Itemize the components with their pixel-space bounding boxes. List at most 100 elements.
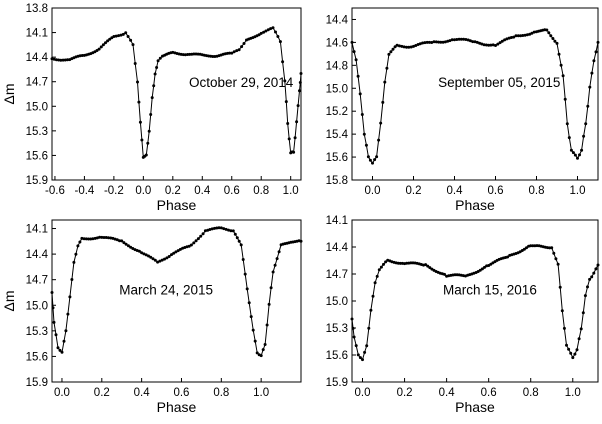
data-point (473, 40, 477, 44)
data-point (215, 226, 219, 230)
data-point (228, 51, 232, 55)
data-point (421, 41, 425, 45)
data-point (379, 121, 383, 125)
data-point (119, 33, 123, 37)
data-point (377, 138, 381, 142)
data-point (512, 35, 516, 39)
data-point (397, 44, 401, 48)
data-point (298, 89, 301, 93)
data-point (389, 50, 393, 54)
data-point (557, 52, 561, 56)
data-point (514, 34, 518, 38)
x-tick-label: 0.6 (173, 387, 189, 399)
y-tick-label: 14.4 (326, 14, 349, 26)
data-point (412, 44, 415, 48)
data-point (233, 232, 237, 236)
data-point (455, 38, 459, 41)
data-point (498, 41, 502, 45)
data-point (286, 122, 290, 125)
data-point (106, 39, 110, 43)
x-tick-label: 0.6 (488, 185, 504, 197)
data-point (277, 250, 281, 254)
data-point (199, 234, 203, 238)
data-point (163, 257, 166, 261)
data-point (156, 59, 160, 63)
data-point (274, 30, 277, 34)
x-tick-label: 1.0 (283, 185, 299, 197)
data-point (500, 39, 504, 43)
data-point (530, 31, 534, 35)
data-point (560, 309, 564, 313)
data-point (453, 38, 456, 42)
data-point (158, 56, 162, 60)
data-point (414, 44, 418, 47)
data-point (172, 251, 176, 255)
y-tick-label: 15.4 (326, 129, 349, 141)
data-point (230, 51, 234, 55)
data-point (64, 329, 68, 333)
data-point (167, 255, 171, 258)
data-point (237, 48, 241, 52)
y-tick-label: 15.9 (326, 377, 348, 389)
data-point (586, 104, 590, 108)
x-tick-label: -0.2 (104, 185, 124, 197)
data-point (187, 244, 191, 248)
data-point (120, 239, 124, 243)
data-point (586, 285, 589, 289)
data-point (156, 260, 160, 264)
data-point (552, 251, 556, 255)
data-point (551, 37, 555, 40)
data-point (245, 287, 249, 291)
data-point (112, 35, 116, 38)
data-point (362, 132, 366, 136)
data-point (108, 37, 112, 41)
panel-4: 0.0 0.2 0.4 0.6 0.8 1.0 14.1 14.4 14.7 15.0 15.3 15… (326, 215, 600, 415)
data-point (569, 148, 573, 152)
data-point (584, 122, 588, 126)
data-point (464, 38, 468, 41)
data-point (149, 255, 153, 259)
data-point (555, 41, 559, 45)
data-point (70, 278, 74, 281)
data-point (545, 28, 549, 32)
y-tick-label: 15.0 (26, 300, 48, 312)
data-point (68, 295, 72, 299)
data-point (350, 317, 354, 321)
data-point (361, 358, 364, 362)
data-point (253, 339, 257, 343)
data-point (559, 63, 563, 67)
plot-frame (51, 219, 302, 383)
data-point (554, 257, 558, 261)
data-point (213, 226, 216, 230)
data-point (283, 79, 287, 83)
data-point (237, 239, 241, 243)
x-tick-label: 0.8 (523, 387, 539, 399)
data-point (118, 239, 121, 243)
data-point (556, 262, 560, 266)
data-point (575, 348, 579, 352)
data-point (550, 246, 554, 250)
panel-1: -0.6 -0.4 -0.2 0.0 0.2 0.4 0.6 0.8 1.0 13.8 14.1 14… (1, 3, 303, 213)
data-point (448, 39, 452, 43)
data-point (138, 120, 142, 124)
data-point (72, 260, 76, 264)
data-point (439, 40, 443, 44)
data-point (97, 47, 101, 51)
data-point (352, 50, 356, 54)
data-point (52, 320, 56, 324)
observation-date: March 24, 2015 (119, 283, 213, 298)
data-point (170, 253, 173, 257)
data-point (152, 84, 156, 88)
data-point (210, 227, 214, 231)
x-tick-label: 0.0 (365, 185, 381, 197)
data-point (354, 58, 358, 62)
data-point (383, 80, 387, 84)
data-point (153, 72, 157, 76)
data-point (147, 254, 150, 258)
plot-frame (351, 7, 599, 181)
data-point (54, 58, 58, 62)
y-tick-label: 14.1 (26, 224, 48, 236)
data-point (126, 35, 130, 38)
x-axis-title: Phase (455, 399, 495, 415)
data-point (409, 45, 413, 49)
